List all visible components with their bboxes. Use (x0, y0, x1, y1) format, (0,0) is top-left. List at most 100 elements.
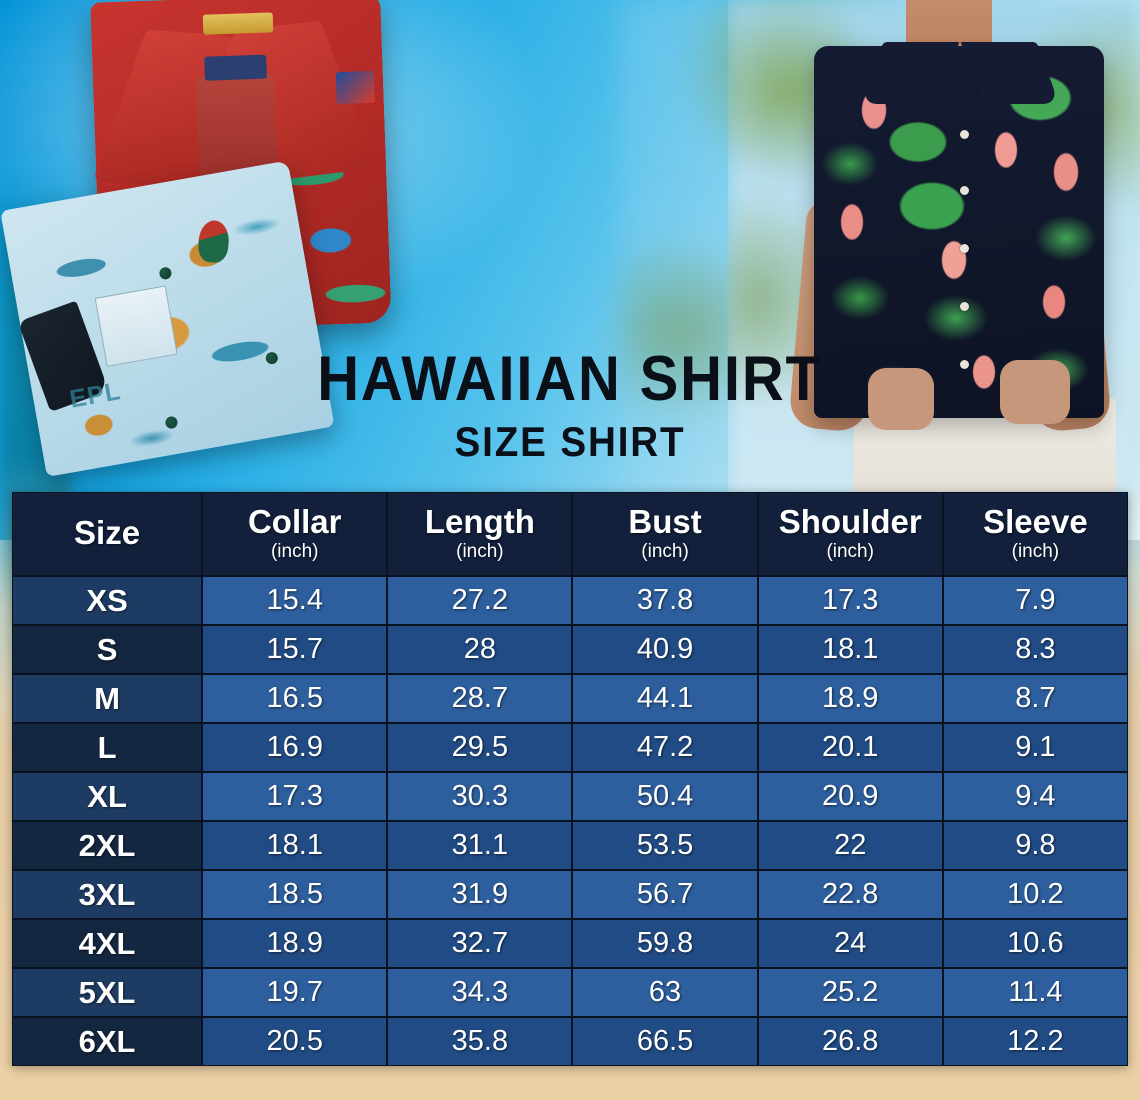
model-left-hand (868, 368, 934, 430)
hang-tag (335, 70, 375, 105)
cell-sleeve: 12.2 (942, 1017, 1128, 1066)
cell-bust: 63 (572, 968, 758, 1017)
cell-collar: 18.9 (202, 919, 388, 968)
cell-size: 5XL (12, 968, 203, 1017)
cell-size: S (12, 625, 203, 674)
table-row: 3XL 18.5 31.9 56.7 22.8 10.2 (12, 870, 1128, 919)
column-header-length-unit: (inch) (456, 541, 504, 563)
cell-bust: 40.9 (572, 625, 758, 674)
cell-collar: 20.5 (202, 1017, 388, 1066)
cell-bust: 66.5 (572, 1017, 758, 1066)
column-header-sleeve-label: Sleeve (983, 503, 1088, 541)
cell-sleeve: 8.7 (942, 674, 1128, 723)
column-header-size-label: Size (74, 514, 141, 552)
cell-shoulder: 20.9 (757, 772, 943, 821)
table-row: S 15.7 28 40.9 18.1 8.3 (12, 625, 1128, 674)
cell-bust: 44.1 (572, 674, 758, 723)
cell-collar: 16.5 (202, 674, 388, 723)
column-header-collar-unit: (inch) (270, 541, 319, 563)
light-blue-butterfly-folded-shirt: EPL (0, 160, 335, 477)
shirt-button (164, 415, 179, 430)
cell-collar: 15.7 (202, 625, 388, 674)
cell-collar: 16.9 (202, 723, 388, 772)
column-header-shoulder-unit: (inch) (826, 541, 874, 563)
model-shirt-button (960, 244, 969, 253)
cell-size: 6XL (12, 1017, 203, 1066)
column-header-sleeve-unit: (inch) (1011, 541, 1060, 563)
parrot-print-motif (197, 219, 231, 264)
navy-flamingo-hawaiian-shirt (814, 42, 1104, 418)
cell-sleeve: 9.1 (942, 723, 1128, 772)
cell-bust: 59.8 (572, 919, 758, 968)
table-row: L 16.9 29.5 47.2 20.1 9.1 (12, 723, 1128, 772)
column-header-length-label: Length (424, 503, 535, 541)
table-row: 6XL 20.5 35.8 66.5 26.8 12.2 (12, 1017, 1128, 1066)
table-row: 5XL 19.7 34.3 63 25.2 11.4 (12, 968, 1128, 1017)
cell-size: M (12, 674, 203, 723)
cell-bust: 56.7 (572, 870, 758, 919)
shirt-chest-pocket (94, 285, 178, 367)
cell-collar: 17.3 (202, 772, 388, 821)
size-chart-body: XS 15.4 27.2 37.8 17.3 7.9 S 15.7 28 40.9 18.1 8.3 M… (12, 576, 1128, 1066)
cell-length: 27.2 (387, 576, 573, 625)
column-header-collar: Collar (inch) (202, 492, 388, 576)
model-shirt-button (960, 360, 969, 369)
table-row: XS 15.4 27.2 37.8 17.3 7.9 (12, 576, 1128, 625)
cell-size: XS (12, 576, 203, 625)
column-header-length: Length (inch) (387, 492, 573, 576)
cell-length: 29.5 (387, 723, 573, 772)
cell-sleeve: 9.4 (942, 772, 1128, 821)
model-shirt-collar-right (960, 42, 1060, 104)
cell-length: 31.1 (387, 821, 573, 870)
cell-length: 28 (387, 625, 573, 674)
shirt-button (264, 351, 279, 366)
cell-size: XL (12, 772, 203, 821)
cell-shoulder: 25.2 (757, 968, 943, 1017)
model-shirt-button (960, 302, 969, 311)
cell-shoulder: 18.1 (757, 625, 943, 674)
cell-sleeve: 7.9 (942, 576, 1128, 625)
cell-bust: 37.8 (572, 576, 758, 625)
cell-shoulder: 24 (757, 919, 943, 968)
cell-shoulder: 22 (757, 821, 943, 870)
cell-collar: 15.4 (202, 576, 388, 625)
cell-bust: 50.4 (572, 772, 758, 821)
cell-sleeve: 10.6 (942, 919, 1128, 968)
cell-length: 35.8 (387, 1017, 573, 1066)
cell-shoulder: 18.9 (757, 674, 943, 723)
table-row: 4XL 18.9 32.7 59.8 24 10.6 (12, 919, 1128, 968)
size-chart-table: Size Collar (inch) Length (inch) Bust (i… (12, 492, 1128, 1066)
table-row: XL 17.3 30.3 50.4 20.9 9.4 (12, 772, 1128, 821)
cell-collar: 18.5 (202, 870, 388, 919)
column-header-shoulder: Shoulder (inch) (757, 492, 943, 576)
column-header-bust-unit: (inch) (641, 541, 689, 563)
cell-length: 31.9 (387, 870, 573, 919)
cell-size: 3XL (12, 870, 203, 919)
column-header-sleeve: Sleeve (inch) (942, 492, 1128, 576)
cell-sleeve: 11.4 (942, 968, 1128, 1017)
cell-shoulder: 17.3 (757, 576, 943, 625)
column-header-bust: Bust (inch) (572, 492, 758, 576)
cell-length: 28.7 (387, 674, 573, 723)
header-row: Size Collar (inch) Length (inch) Bust (i… (12, 492, 1128, 576)
cell-sleeve: 9.8 (942, 821, 1128, 870)
cell-collar: 18.1 (202, 821, 388, 870)
cell-sleeve: 10.2 (942, 870, 1128, 919)
size-chart-header: Size Collar (inch) Length (inch) Bust (i… (12, 492, 1128, 576)
column-header-collar-label: Collar (247, 503, 342, 541)
cell-shoulder: 26.8 (757, 1017, 943, 1066)
cell-length: 32.7 (387, 919, 573, 968)
folded-hawaiian-shirts-photo: EPL (0, 0, 435, 481)
column-header-bust-label: Bust (628, 503, 702, 541)
cell-size: 2XL (12, 821, 203, 870)
model-shirt-collar-left (860, 42, 960, 104)
shirt-print-text: EPL (67, 377, 124, 414)
cell-size: L (12, 723, 203, 772)
column-header-shoulder-label: Shoulder (778, 503, 922, 541)
size-label-navy (204, 54, 267, 81)
model-right-hand (1000, 360, 1070, 424)
cell-shoulder: 20.1 (757, 723, 943, 772)
shirt-button (158, 266, 173, 281)
table-row: 2XL 18.1 31.1 53.5 22 9.8 (12, 821, 1128, 870)
column-header-size: Size (12, 492, 203, 576)
